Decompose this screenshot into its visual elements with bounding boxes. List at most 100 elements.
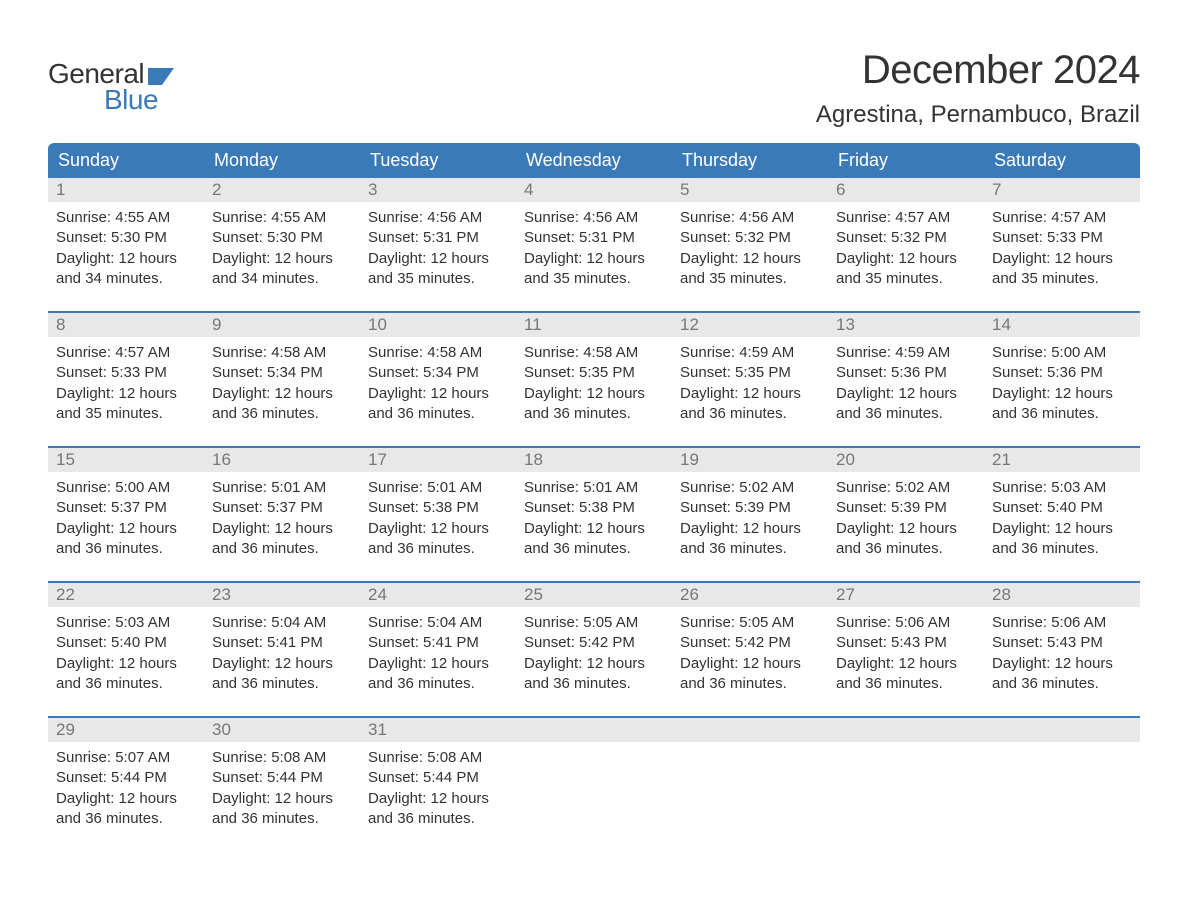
daynum-row: 891011121314 [48, 313, 1140, 337]
sunrise-line: Sunrise: 5:05 AM [680, 613, 820, 633]
daylight-line: Daylight: 12 hours and 36 minutes. [680, 519, 820, 560]
daynum-row: 1234567 [48, 178, 1140, 202]
sunrise-line: Sunrise: 4:58 AM [368, 343, 508, 363]
day-cell: Sunrise: 5:01 AMSunset: 5:38 PMDaylight:… [516, 472, 672, 581]
calendar-header-row: SundayMondayTuesdayWednesdayThursdayFrid… [48, 143, 1140, 178]
sunset-line: Sunset: 5:31 PM [368, 228, 508, 248]
sunrise-line: Sunrise: 4:55 AM [212, 208, 352, 228]
daylight-line: Daylight: 12 hours and 36 minutes. [212, 789, 352, 830]
sunrise-line: Sunrise: 4:57 AM [836, 208, 976, 228]
day-cell: Sunrise: 5:08 AMSunset: 5:44 PMDaylight:… [360, 742, 516, 851]
day-number: 25 [516, 583, 672, 607]
sunrise-line: Sunrise: 4:55 AM [56, 208, 196, 228]
sunrise-line: Sunrise: 5:06 AM [836, 613, 976, 633]
sunrise-line: Sunrise: 4:59 AM [836, 343, 976, 363]
day-cell: Sunrise: 5:02 AMSunset: 5:39 PMDaylight:… [828, 472, 984, 581]
sunset-line: Sunset: 5:37 PM [212, 498, 352, 518]
sunset-line: Sunset: 5:42 PM [680, 633, 820, 653]
day-number: 4 [516, 178, 672, 202]
sunset-line: Sunset: 5:36 PM [992, 363, 1132, 383]
sunset-line: Sunset: 5:30 PM [212, 228, 352, 248]
day-cell: Sunrise: 4:55 AMSunset: 5:30 PMDaylight:… [204, 202, 360, 311]
day-number: 23 [204, 583, 360, 607]
day-number: 18 [516, 448, 672, 472]
day-number: 14 [984, 313, 1140, 337]
day-cell: Sunrise: 5:04 AMSunset: 5:41 PMDaylight:… [204, 607, 360, 716]
sunrise-line: Sunrise: 5:05 AM [524, 613, 664, 633]
day-cell: Sunrise: 4:59 AMSunset: 5:36 PMDaylight:… [828, 337, 984, 446]
sunrise-line: Sunrise: 4:59 AM [680, 343, 820, 363]
sunrise-line: Sunrise: 4:56 AM [368, 208, 508, 228]
day-number: 29 [48, 718, 204, 742]
day-cell [828, 742, 984, 851]
daylight-line: Daylight: 12 hours and 35 minutes. [56, 384, 196, 425]
sunset-line: Sunset: 5:43 PM [992, 633, 1132, 653]
sunrise-line: Sunrise: 5:00 AM [992, 343, 1132, 363]
day-cell: Sunrise: 5:03 AMSunset: 5:40 PMDaylight:… [984, 472, 1140, 581]
daylight-line: Daylight: 12 hours and 36 minutes. [992, 654, 1132, 695]
day-cell: Sunrise: 5:01 AMSunset: 5:38 PMDaylight:… [360, 472, 516, 581]
daylight-line: Daylight: 12 hours and 36 minutes. [368, 384, 508, 425]
day-cell [984, 742, 1140, 851]
day-number: 12 [672, 313, 828, 337]
sunrise-line: Sunrise: 5:04 AM [368, 613, 508, 633]
sunset-line: Sunset: 5:31 PM [524, 228, 664, 248]
daylight-line: Daylight: 12 hours and 36 minutes. [992, 384, 1132, 425]
day-number: 8 [48, 313, 204, 337]
day-cell: Sunrise: 5:07 AMSunset: 5:44 PMDaylight:… [48, 742, 204, 851]
daylight-line: Daylight: 12 hours and 36 minutes. [992, 519, 1132, 560]
day-number: 19 [672, 448, 828, 472]
sunset-line: Sunset: 5:33 PM [992, 228, 1132, 248]
daylight-line: Daylight: 12 hours and 36 minutes. [56, 519, 196, 560]
calendar: SundayMondayTuesdayWednesdayThursdayFrid… [48, 143, 1140, 851]
sunrise-line: Sunrise: 5:03 AM [992, 478, 1132, 498]
day-cell: Sunrise: 5:05 AMSunset: 5:42 PMDaylight:… [516, 607, 672, 716]
sunrise-line: Sunrise: 5:08 AM [212, 748, 352, 768]
daylight-line: Daylight: 12 hours and 36 minutes. [524, 384, 664, 425]
sunrise-line: Sunrise: 5:03 AM [56, 613, 196, 633]
sunset-line: Sunset: 5:35 PM [680, 363, 820, 383]
sunrise-line: Sunrise: 5:08 AM [368, 748, 508, 768]
dayname-friday: Friday [828, 143, 984, 178]
day-cell: Sunrise: 4:56 AMSunset: 5:31 PMDaylight:… [360, 202, 516, 311]
sunset-line: Sunset: 5:34 PM [212, 363, 352, 383]
day-number: 30 [204, 718, 360, 742]
day-number: 20 [828, 448, 984, 472]
sunset-line: Sunset: 5:44 PM [56, 768, 196, 788]
dayname-wednesday: Wednesday [516, 143, 672, 178]
month-title: December 2024 [816, 48, 1140, 93]
sunrise-line: Sunrise: 5:07 AM [56, 748, 196, 768]
daylight-line: Daylight: 12 hours and 36 minutes. [524, 519, 664, 560]
day-cell: Sunrise: 5:03 AMSunset: 5:40 PMDaylight:… [48, 607, 204, 716]
daylight-line: Daylight: 12 hours and 36 minutes. [680, 654, 820, 695]
day-cell: Sunrise: 5:06 AMSunset: 5:43 PMDaylight:… [828, 607, 984, 716]
daylight-line: Daylight: 12 hours and 36 minutes. [56, 789, 196, 830]
sunrise-line: Sunrise: 5:04 AM [212, 613, 352, 633]
day-number: 31 [360, 718, 516, 742]
daynum-row: 293031 [48, 718, 1140, 742]
sunset-line: Sunset: 5:38 PM [368, 498, 508, 518]
sunset-line: Sunset: 5:37 PM [56, 498, 196, 518]
sunrise-line: Sunrise: 4:57 AM [56, 343, 196, 363]
day-cell: Sunrise: 4:58 AMSunset: 5:34 PMDaylight:… [360, 337, 516, 446]
sunrise-line: Sunrise: 5:01 AM [524, 478, 664, 498]
sunset-line: Sunset: 5:38 PM [524, 498, 664, 518]
day-number: 7 [984, 178, 1140, 202]
week-row: 1234567Sunrise: 4:55 AMSunset: 5:30 PMDa… [48, 178, 1140, 311]
sunrise-line: Sunrise: 5:06 AM [992, 613, 1132, 633]
day-cell: Sunrise: 4:56 AMSunset: 5:31 PMDaylight:… [516, 202, 672, 311]
sunset-line: Sunset: 5:44 PM [212, 768, 352, 788]
day-number: 1 [48, 178, 204, 202]
daylight-line: Daylight: 12 hours and 36 minutes. [836, 384, 976, 425]
sunrise-line: Sunrise: 5:01 AM [212, 478, 352, 498]
daylight-line: Daylight: 12 hours and 36 minutes. [368, 789, 508, 830]
sunset-line: Sunset: 5:40 PM [992, 498, 1132, 518]
day-cell: Sunrise: 5:05 AMSunset: 5:42 PMDaylight:… [672, 607, 828, 716]
sunrise-line: Sunrise: 4:56 AM [680, 208, 820, 228]
daynum-row: 22232425262728 [48, 583, 1140, 607]
day-cell: Sunrise: 5:08 AMSunset: 5:44 PMDaylight:… [204, 742, 360, 851]
day-number: 15 [48, 448, 204, 472]
day-cell [672, 742, 828, 851]
day-cell [516, 742, 672, 851]
daylight-line: Daylight: 12 hours and 36 minutes. [836, 654, 976, 695]
